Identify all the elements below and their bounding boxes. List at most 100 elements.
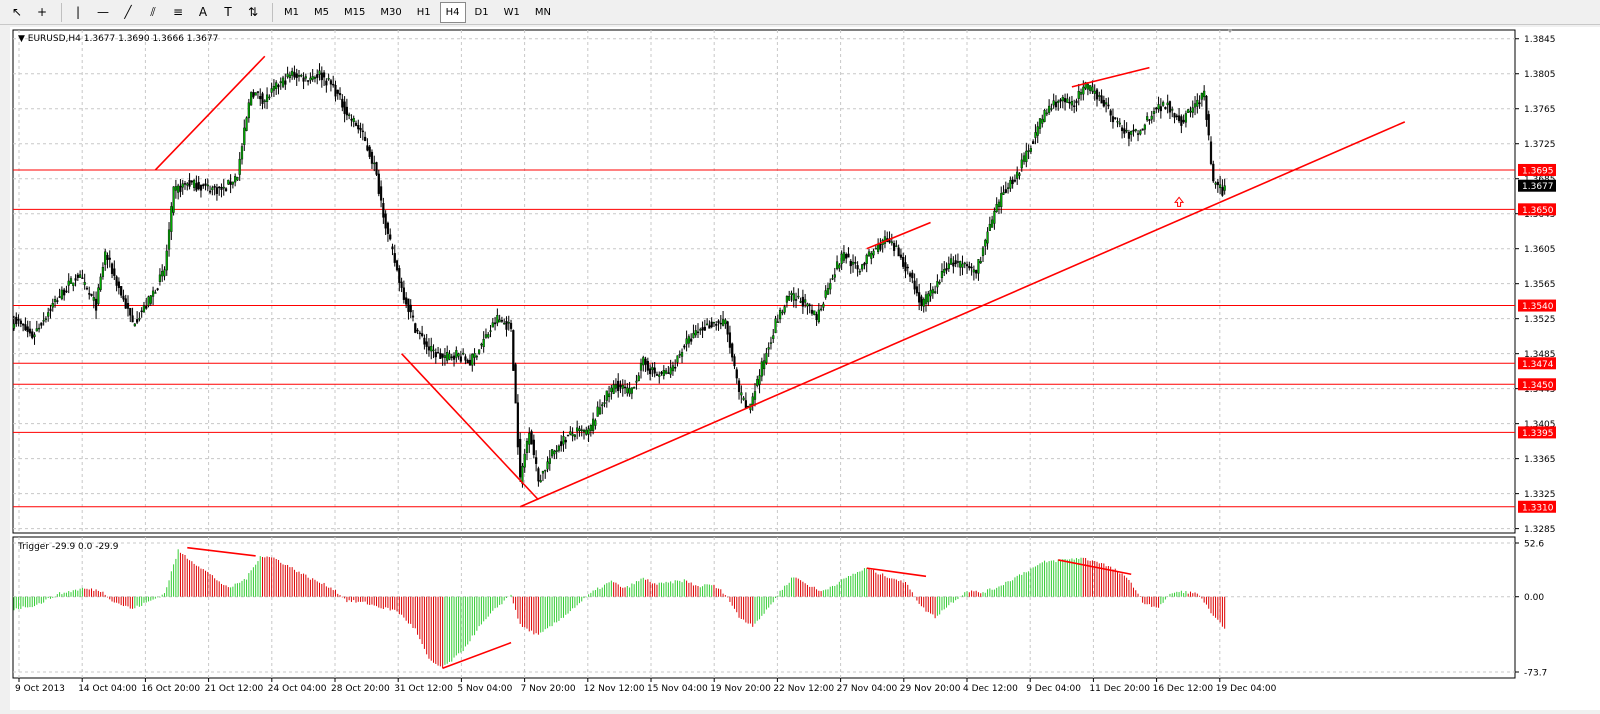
candle-bear <box>1011 179 1014 185</box>
candle-bull <box>972 269 975 273</box>
candle-bull <box>938 282 941 284</box>
candle-bull <box>721 319 725 326</box>
text-icon[interactable]: A <box>198 5 208 19</box>
arrows-icon[interactable]: ⇅ <box>247 5 259 19</box>
equidistant-channel-icon[interactable]: ⫽ <box>150 4 156 19</box>
candle-bull <box>1016 171 1019 179</box>
candle-bull <box>949 258 953 265</box>
candle-bear <box>256 91 260 93</box>
candle-bear <box>1212 163 1215 182</box>
chart-svg[interactable]: 1.38451.38051.37651.37251.36851.36451.36… <box>10 27 1600 710</box>
candle-bull <box>455 350 458 358</box>
price-tick-label: 1.3725 <box>1524 140 1556 150</box>
crosshair-icon[interactable]: + <box>36 5 48 19</box>
candle-bull <box>824 290 827 298</box>
rising-support-trendline[interactable] <box>519 121 1406 508</box>
candle-bear <box>564 439 567 443</box>
candle-bear <box>117 281 120 289</box>
fibonacci-icon[interactable]: ≡ <box>172 5 184 19</box>
grid <box>13 30 1515 678</box>
candle-bull <box>1043 110 1046 122</box>
december-divergence-line[interactable] <box>1071 66 1150 88</box>
timeframe-m30-button[interactable]: M30 <box>380 6 402 18</box>
candle-bull <box>528 432 531 445</box>
candle-bull <box>35 328 38 332</box>
candle-bull <box>870 253 873 259</box>
timeframe-m1-button[interactable]: M1 <box>284 6 299 18</box>
candle-bear <box>405 297 408 305</box>
timeframe-h4-button[interactable]: H4 <box>439 1 466 23</box>
candle-bear <box>975 269 978 274</box>
candle-bear <box>509 322 513 329</box>
peak-divergence-line[interactable] <box>187 546 256 557</box>
candle-bull <box>231 181 234 185</box>
candle-bear <box>1032 141 1035 145</box>
candle-bear <box>512 330 515 371</box>
candle-bull <box>751 396 754 405</box>
candle-bear <box>908 273 912 277</box>
falling-wedge-line[interactable] <box>401 353 539 501</box>
candle-bull <box>147 296 150 306</box>
candle-bull <box>573 434 576 437</box>
candle-bull <box>291 70 294 76</box>
timeframe-m5-button[interactable]: M5 <box>314 6 329 18</box>
horizontal-line-icon[interactable]: — <box>97 5 109 19</box>
candle-bull <box>275 82 278 89</box>
october-rally-line[interactable] <box>154 55 266 171</box>
november-indicator-line[interactable] <box>866 567 927 578</box>
timeframe-mn-button[interactable]: MN <box>534 6 551 18</box>
indicator-tick-label: -73.7 <box>1524 669 1547 679</box>
candle-bear <box>1054 101 1058 108</box>
time-tick-label: 5 Nov 04:00 <box>457 684 512 694</box>
candle-bear <box>847 253 850 258</box>
up-arrow-icon[interactable] <box>1174 196 1185 207</box>
candle-bull <box>630 387 633 394</box>
trough-divergence-line[interactable] <box>442 641 512 669</box>
candle-bear <box>1127 132 1131 139</box>
december-indicator-line[interactable] <box>1058 559 1132 576</box>
candle-bull <box>861 264 864 270</box>
candle-bull <box>790 292 793 296</box>
candle-bull <box>158 274 162 282</box>
candle-bull <box>462 352 465 355</box>
chart-shift-marker[interactable] <box>1227 29 1233 33</box>
candle-bull <box>177 185 180 193</box>
candle-bear <box>701 327 704 331</box>
candle-bear <box>434 352 437 358</box>
candle-bear <box>690 338 693 342</box>
current-price-tag <box>1518 179 1556 192</box>
candle-bull <box>484 334 488 338</box>
candle-bull <box>1091 86 1094 92</box>
timeframe-m15-button[interactable]: M15 <box>344 6 366 18</box>
candle-bull <box>753 391 757 400</box>
candle-bear <box>897 247 900 257</box>
candle-bear <box>906 266 909 269</box>
candle-bear <box>945 268 948 271</box>
candle-bull <box>1125 130 1128 132</box>
november-divergence-line[interactable] <box>866 221 931 250</box>
text-label-icon[interactable]: T <box>224 5 232 19</box>
candle-bear <box>516 402 519 448</box>
candle-bull <box>69 278 73 284</box>
candle-bear <box>425 341 428 347</box>
candle-bull <box>42 320 45 322</box>
vertical-line-icon[interactable]: | <box>75 5 81 19</box>
candle-bull <box>247 102 250 119</box>
candle-bull <box>986 231 989 244</box>
timeframe-w1-button[interactable]: W1 <box>503 6 520 18</box>
trendline-icon[interactable]: ╱ <box>124 5 132 19</box>
candle-bull <box>1223 185 1226 191</box>
candle-bear <box>918 292 921 303</box>
candle-bear <box>416 329 419 332</box>
timeframe-d1-button[interactable]: D1 <box>474 6 489 18</box>
candle-bull <box>1171 109 1174 111</box>
candle-bull <box>1139 130 1142 135</box>
candle-bull <box>756 378 759 386</box>
candle-bull <box>97 287 100 304</box>
time-tick-label: 15 Nov 04:00 <box>647 684 708 694</box>
candle-bull <box>448 353 451 360</box>
cursor-icon[interactable]: ↖ <box>11 5 23 19</box>
candle-bear <box>108 257 111 260</box>
candle-bull <box>858 271 861 273</box>
timeframe-h1-button[interactable]: H1 <box>416 6 431 18</box>
